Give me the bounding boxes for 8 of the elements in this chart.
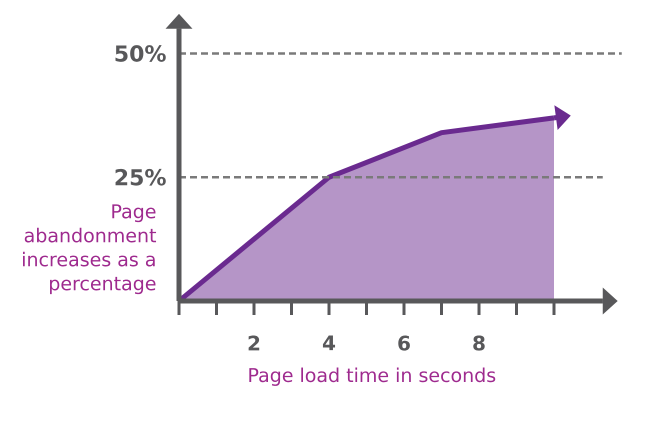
x-tick-label: 4 bbox=[322, 336, 336, 350]
x-tick-label: 6 bbox=[398, 336, 410, 351]
x-tick-label: 2 bbox=[248, 336, 260, 350]
y-axis-title: Page abandonment increases as a percentage bbox=[23, 204, 156, 294]
y-tick-label: 25% bbox=[116, 168, 166, 186]
x-axis-title: Page load time in seconds bbox=[249, 368, 496, 386]
y-tick-label: 50% bbox=[116, 45, 166, 62]
x-tick-label: 8 bbox=[473, 336, 485, 351]
